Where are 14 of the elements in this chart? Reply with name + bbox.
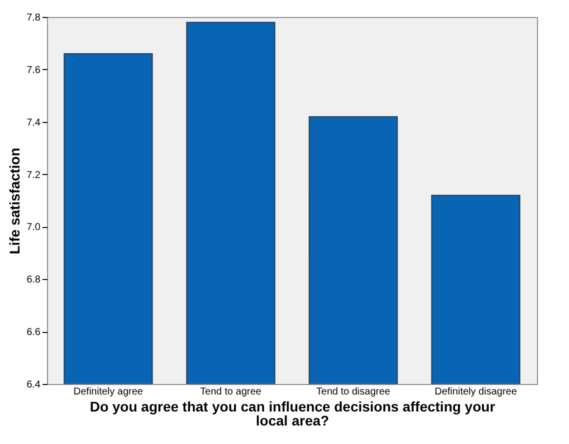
y-tick-label: 7.0 bbox=[26, 222, 41, 234]
y-tick-label: 6.6 bbox=[26, 327, 41, 338]
y-axis-title: Life satisfaction bbox=[6, 148, 23, 254]
x-axis-title: Do you agree that you can influence decisions affecting your local area? bbox=[90, 398, 496, 428]
x-tick-label: Definitely disagree bbox=[434, 386, 518, 398]
x-tick-label: Tend to disagree bbox=[316, 386, 391, 398]
y-tick-label: 7.6 bbox=[26, 64, 41, 76]
y-tick-label: 7.2 bbox=[26, 170, 41, 181]
x-tick-label: Tend to agree bbox=[200, 386, 262, 398]
y-tick-label: 6.8 bbox=[26, 274, 41, 286]
x-tick-label: Definitely agree bbox=[74, 386, 144, 398]
y-tick-label: 7.4 bbox=[26, 117, 41, 128]
y-tick-label: 7.8 bbox=[26, 12, 41, 24]
y-tick-label: 6.4 bbox=[26, 380, 41, 390]
